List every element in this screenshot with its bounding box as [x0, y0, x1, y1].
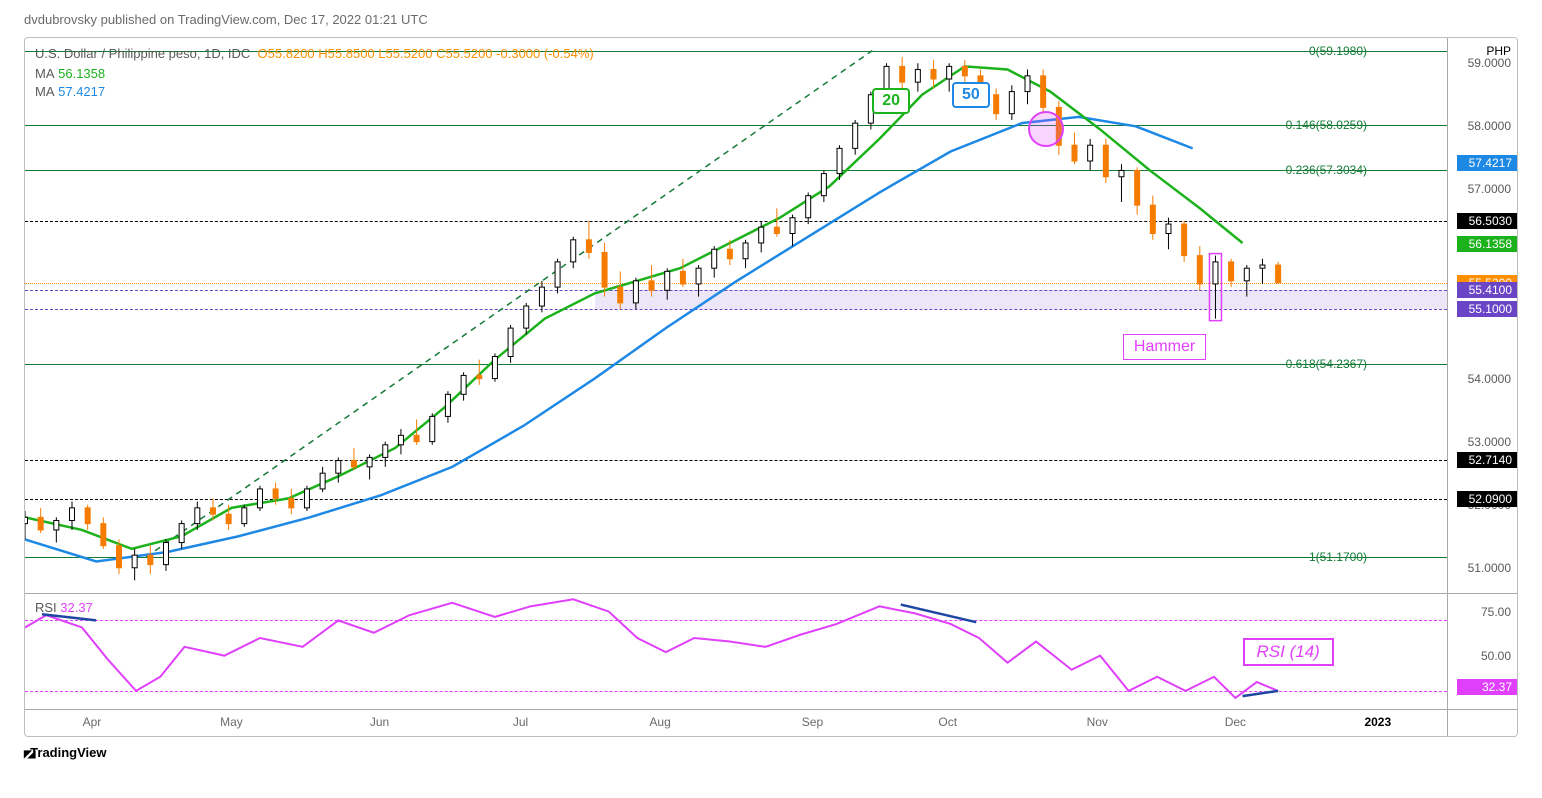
rsi-legend: RSI 32.37 — [35, 600, 93, 615]
x-tick: 2023 — [1364, 715, 1391, 729]
y-tag: 52.7140 — [1457, 452, 1517, 468]
rsi-ytag: 32.37 — [1457, 679, 1517, 695]
ma20-badge: 20 — [872, 88, 910, 114]
publish-header: dvdubrovsky published on TradingView.com… — [24, 12, 1518, 27]
ma50-legend: MA 57.4217 — [35, 84, 105, 99]
y-tick: 59.0000 — [1468, 56, 1511, 70]
y-tag: 55.1000 — [1457, 301, 1517, 317]
y-tag: 56.1358 — [1457, 236, 1517, 252]
rsi-pane[interactable]: RSI (14) 75.00 50.00 32.37 RSI 32.37 — [25, 593, 1517, 711]
x-tick: Nov — [1087, 715, 1108, 729]
x-tick: Sep — [802, 715, 823, 729]
x-tick: Dec — [1225, 715, 1246, 729]
y-tag: 56.5030 — [1457, 213, 1517, 229]
ma20-legend: MA 56.1358 — [35, 66, 105, 81]
y-tick: 58.0000 — [1468, 119, 1511, 133]
y-tag: 57.4217 — [1457, 155, 1517, 171]
x-tick: Jul — [513, 715, 528, 729]
y-tag: 55.4100 — [1457, 282, 1517, 298]
chart-container[interactable]: 0(59.1980)0.146(58.0259)0.236(57.3034)0.… — [24, 37, 1518, 737]
x-tick: Jun — [370, 715, 389, 729]
hammer-label: Hammer — [1123, 334, 1206, 360]
rsi-badge: RSI (14) — [1243, 638, 1334, 666]
price-pane[interactable]: 0(59.1980)0.146(58.0259)0.236(57.3034)0.… — [25, 38, 1517, 593]
rsi-ytick: 75.00 — [1481, 605, 1511, 619]
x-tick: Apr — [83, 715, 102, 729]
y-tick: 53.0000 — [1468, 435, 1511, 449]
y-tick: 51.0000 — [1468, 561, 1511, 575]
y-tick: 54.0000 — [1468, 372, 1511, 386]
x-axis: Apr May Jun Jul Aug Sep Oct Nov Dec 2023 — [25, 709, 1517, 736]
x-tick: Aug — [649, 715, 670, 729]
y-tag: 52.0900 — [1457, 491, 1517, 507]
rsi-ytick: 50.00 — [1481, 649, 1511, 663]
y-tick: 57.0000 — [1468, 182, 1511, 196]
x-tick: May — [220, 715, 243, 729]
ma50-badge: 50 — [952, 82, 990, 108]
symbol-line: U.S. Dollar / Philippine peso, 1D, IDC O… — [35, 46, 594, 61]
tradingview-logo: TradingView — [24, 737, 1518, 760]
x-tick: Oct — [938, 715, 957, 729]
